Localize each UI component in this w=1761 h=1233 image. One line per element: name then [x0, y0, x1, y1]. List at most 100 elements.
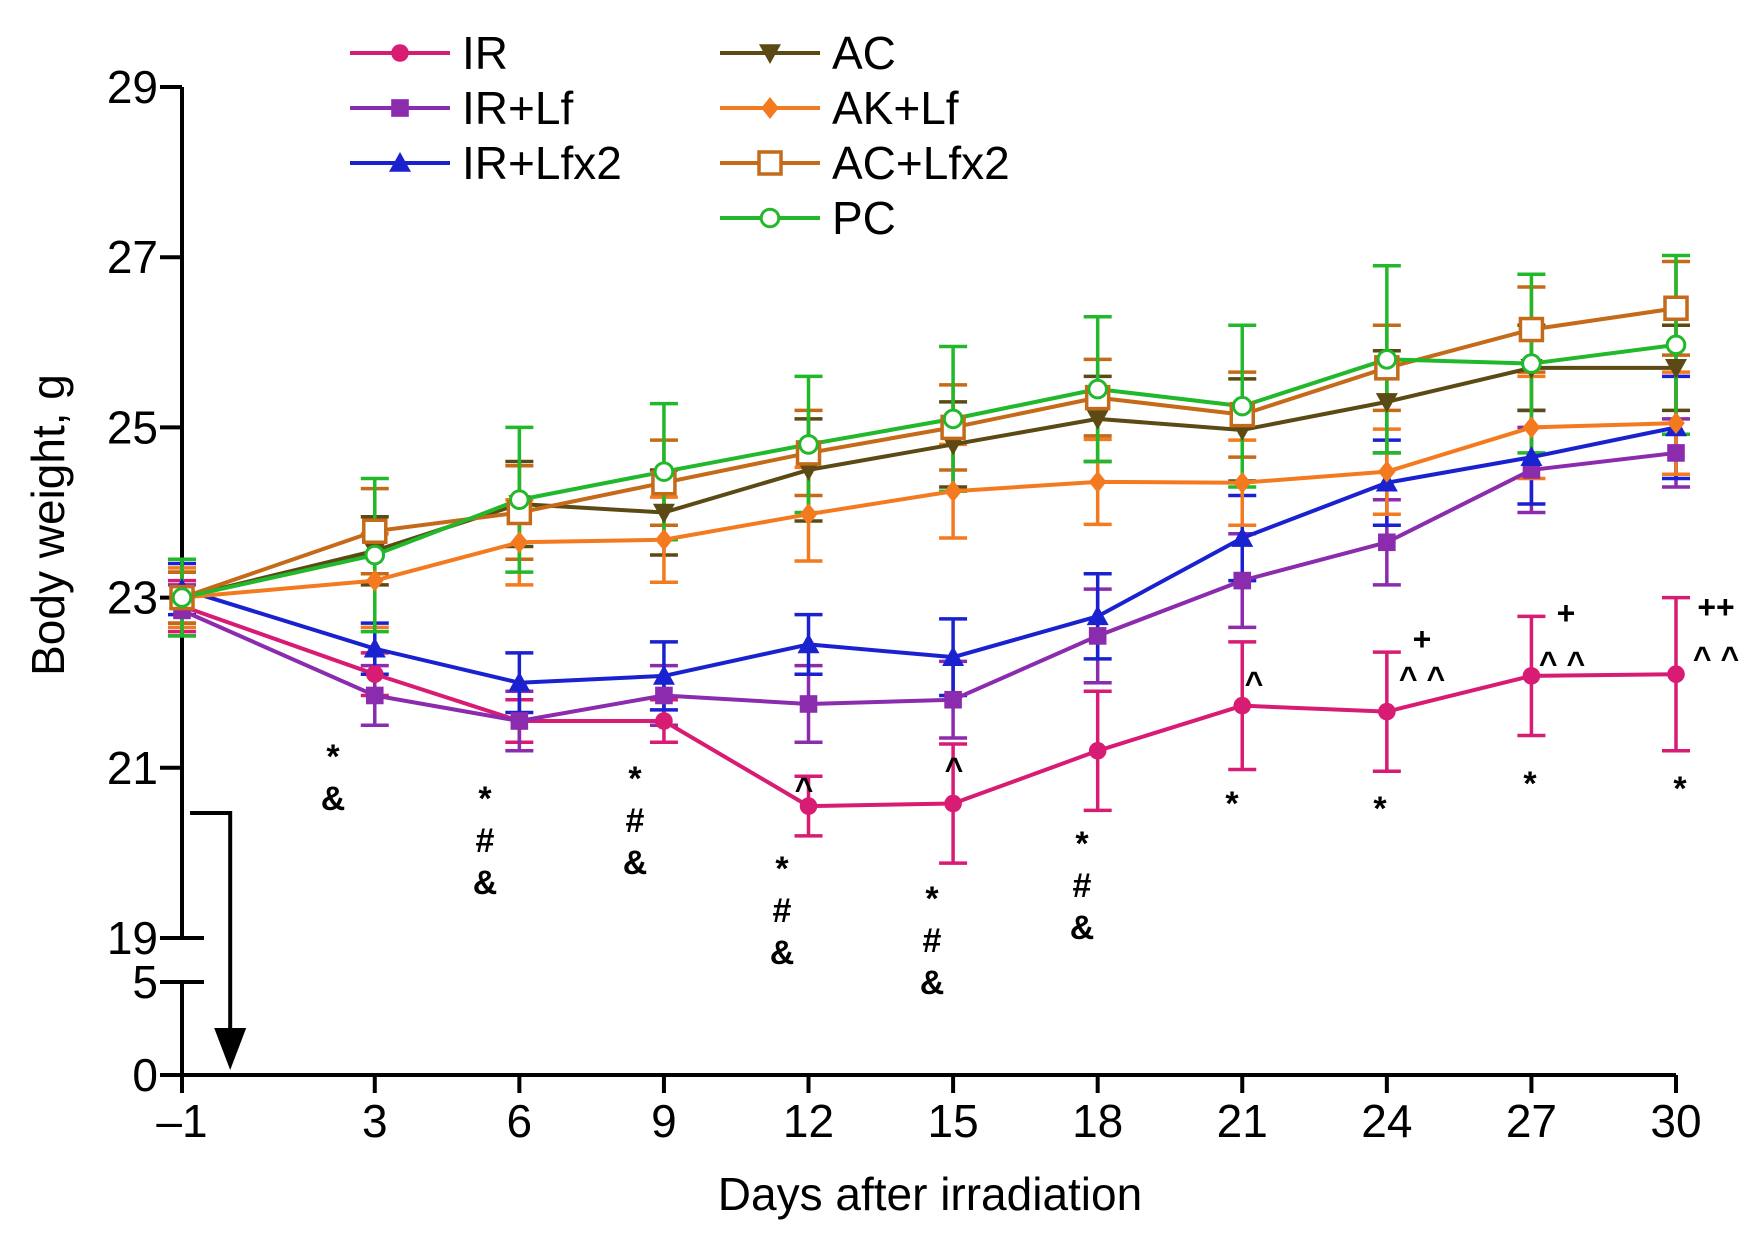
legend-label: AC+Lfx2	[832, 137, 1010, 189]
y-tick-label: 27	[107, 231, 158, 283]
data-point-IR+Lfx2	[797, 633, 820, 654]
y-tick-label: 29	[107, 61, 158, 113]
data-point-AC+Lfx2	[1518, 316, 1545, 343]
series-markers	[169, 295, 1689, 815]
data-point-PC	[171, 587, 193, 608]
data-point-IR	[1522, 667, 1541, 685]
significance-mark: +	[1557, 595, 1576, 631]
y-axis-title: Body weight, g	[22, 374, 74, 676]
data-point-AC+Lfx2	[362, 518, 388, 544]
data-point-AK+Lf	[1088, 470, 1107, 493]
y-tick-label: 5	[132, 956, 158, 1008]
significance-mark: * # &	[623, 760, 648, 882]
data-point-AK+Lf	[1667, 412, 1685, 435]
data-point-AC	[1375, 393, 1398, 413]
data-point-AK+Lf	[655, 528, 673, 551]
irradiation-arrow-shaft	[190, 811, 233, 1040]
legend-marker	[389, 152, 411, 172]
data-point-IR+Lf	[1233, 571, 1252, 590]
legend-marker	[391, 99, 409, 117]
legend-label: IR	[462, 27, 508, 79]
data-point-IR+Lfx2	[363, 637, 386, 658]
data-point-PC	[1376, 349, 1398, 370]
data-point-IR	[1667, 665, 1685, 683]
data-point-IR+Lfx2	[1520, 446, 1543, 466]
data-point-IR+Lf	[1088, 627, 1107, 645]
x-tick-label: –1	[156, 1095, 207, 1147]
data-point-AK+Lf	[799, 503, 818, 526]
data-point-IR+Lf	[510, 712, 529, 730]
significance-mark: * # &	[770, 850, 795, 972]
legend-marker	[759, 207, 781, 229]
data-point-IR+Lfx2	[1231, 527, 1254, 547]
significance-mark: ++	[1697, 589, 1734, 625]
legend-label: PC	[832, 192, 896, 244]
series-lines	[181, 306, 1677, 809]
data-point-AK+Lf	[944, 480, 962, 503]
irradiation-arrow-head	[214, 1028, 247, 1070]
data-point-IR	[1378, 702, 1396, 721]
data-point-IR	[944, 794, 962, 813]
data-point-IR+Lfx2	[1086, 605, 1109, 626]
x-tick-label: 27	[1506, 1095, 1557, 1147]
legend-label: IR+Lfx2	[462, 137, 622, 189]
significance-mark: *	[1373, 790, 1387, 828]
significance-mark: ^ ^	[1539, 645, 1585, 681]
legend-marker	[761, 97, 779, 119]
data-point-PC	[798, 434, 819, 455]
significance-mark: * &	[321, 738, 346, 818]
y-tick-label: 21	[107, 742, 158, 794]
data-point-IR+Lf	[655, 686, 673, 705]
significance-mark: *	[1523, 765, 1537, 803]
y-tick-label: 19	[107, 912, 158, 964]
data-point-IR+Lf	[1667, 444, 1685, 462]
legend-marker	[757, 150, 783, 176]
data-point-IR+Lf	[944, 690, 962, 709]
data-point-IR+Lf	[365, 686, 384, 705]
y-tick-label: 0	[132, 1049, 158, 1101]
data-point-AK+Lf	[1233, 471, 1252, 494]
significance-mark: *	[1673, 770, 1687, 808]
data-point-AK+Lf	[510, 531, 529, 554]
data-point-AC	[1086, 410, 1109, 430]
data-point-PC	[1521, 353, 1542, 374]
data-point-IR+Lf	[1378, 533, 1396, 552]
data-point-AK+Lf	[1522, 416, 1541, 439]
data-point-IR	[655, 712, 673, 730]
data-point-AK+Lf	[365, 569, 384, 592]
data-point-AC	[652, 503, 675, 524]
series-line-IR+Lfx2	[181, 425, 1677, 685]
data-point-IR	[1088, 741, 1107, 760]
x-tick-label: 21	[1217, 1095, 1268, 1147]
data-point-IR+Lf	[799, 695, 818, 713]
x-tick-label: 3	[362, 1095, 388, 1147]
data-point-PC	[364, 544, 386, 566]
data-point-PC	[509, 489, 530, 511]
series-line-AC	[181, 365, 1676, 600]
significance-mark: ^	[1245, 665, 1264, 701]
data-point-IR+Lfx2	[508, 671, 531, 692]
data-point-AC	[797, 461, 820, 481]
significance-mark: ^	[945, 751, 964, 787]
significance-mark: +	[1413, 621, 1432, 657]
significance-mark: * # &	[473, 780, 498, 902]
data-point-AC	[942, 435, 965, 456]
x-tick-label: 30	[1650, 1095, 1701, 1147]
significance-mark: * # &	[920, 880, 945, 1002]
data-point-IR	[1233, 696, 1252, 715]
x-tick-label: 12	[783, 1095, 834, 1147]
data-point-IR	[365, 665, 384, 683]
legend-marker	[759, 44, 781, 64]
significance-mark: *	[1225, 785, 1239, 823]
data-point-PC	[942, 408, 964, 430]
data-point-AC+Lfx2	[1663, 295, 1689, 322]
legend-marker	[391, 44, 409, 62]
significance-annotations: * & * # &* # & * # &* # &* # &* ** *^^^ ^ ^+^ ^+^ ^++	[321, 589, 1739, 1002]
x-tick-label: 15	[928, 1095, 979, 1147]
data-point-PC	[1665, 334, 1687, 356]
data-point-IR	[799, 797, 818, 815]
data-point-IR+Lfx2	[652, 664, 675, 685]
data-point-IR+Lfx2	[942, 646, 965, 666]
